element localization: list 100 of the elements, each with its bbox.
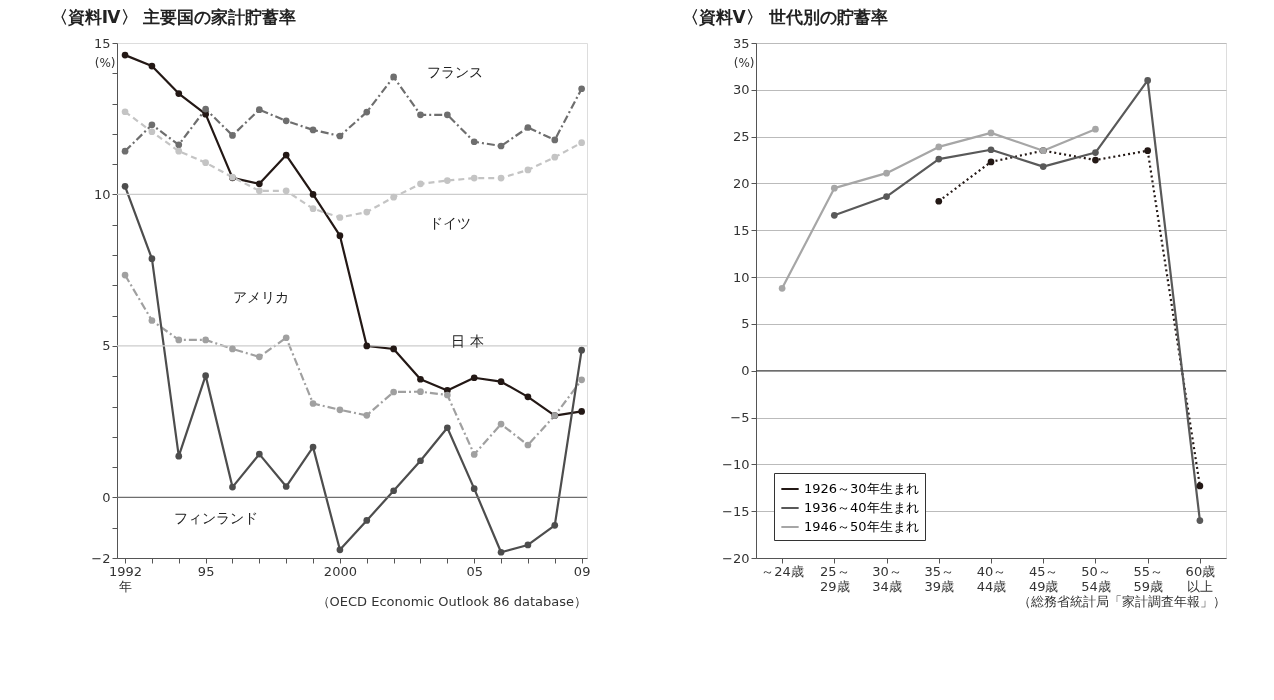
- point: [524, 393, 532, 401]
- point: [935, 143, 943, 151]
- point: [148, 255, 156, 263]
- point: [1092, 125, 1099, 133]
- point: [229, 483, 236, 491]
- x-tick-label: 45～49歳: [1028, 563, 1059, 594]
- point: [202, 105, 209, 113]
- x-tick-label: ～24歳: [761, 563, 804, 579]
- y-axis-title: (%): [94, 55, 116, 70]
- point: [282, 483, 290, 490]
- point: [121, 51, 129, 59]
- point: [202, 372, 209, 379]
- y-tick-label: 20: [732, 175, 750, 191]
- point: [282, 187, 290, 195]
- point: [229, 132, 236, 139]
- point: [202, 159, 209, 167]
- point: [390, 73, 397, 81]
- point: [443, 391, 451, 399]
- point: [551, 153, 559, 161]
- point: [470, 138, 478, 146]
- point: [336, 232, 344, 240]
- point: [524, 166, 532, 174]
- point: [578, 346, 585, 354]
- point: [417, 180, 424, 188]
- x-tick-label: 35～39歳: [924, 563, 955, 594]
- text: ドイツ: [429, 214, 472, 231]
- point: [309, 191, 317, 198]
- point: [336, 546, 344, 554]
- y-tick-label: 10: [732, 269, 750, 285]
- point: [443, 177, 451, 184]
- point: [202, 336, 209, 344]
- y-tick-label: 0: [102, 489, 111, 505]
- point: [524, 541, 532, 549]
- point: [1039, 163, 1047, 170]
- point: [255, 450, 263, 458]
- point: [470, 374, 478, 382]
- point: [883, 169, 890, 177]
- point: [935, 155, 943, 163]
- point: [551, 136, 559, 144]
- point: [443, 111, 451, 119]
- point: [417, 375, 424, 383]
- y-axis-title: (%): [733, 55, 755, 70]
- point: [830, 184, 838, 192]
- point: [578, 85, 585, 93]
- y-tick-label: 15: [732, 222, 750, 238]
- point: [336, 406, 344, 414]
- point: [390, 193, 397, 201]
- text: （OECD Economic Outlook 86 database）: [316, 594, 587, 609]
- chart-title: 〈資料Ⅳ〉 主要国の家計貯蓄率: [50, 7, 297, 27]
- point: [497, 420, 505, 428]
- point: [578, 139, 585, 147]
- point: [497, 142, 505, 150]
- point: [175, 147, 183, 155]
- point: [778, 284, 786, 292]
- y-tick-label: 10: [93, 186, 111, 202]
- y-tick-label: 30: [732, 82, 750, 98]
- point: [551, 521, 559, 529]
- y-tick-label: 35: [732, 35, 750, 51]
- point: [202, 110, 209, 118]
- point: [255, 180, 263, 188]
- point: [309, 205, 317, 213]
- point: [578, 376, 585, 384]
- y-tick-label: −10: [722, 456, 750, 472]
- point: [363, 411, 371, 419]
- x-tick-label: 25～29歳: [820, 563, 850, 594]
- y-tick-label: 5: [741, 316, 750, 332]
- chart-title: 〈資料Ⅴ〉 世代別の貯蓄率: [681, 7, 888, 27]
- point: [121, 147, 129, 155]
- x-tick-label: 40～44歳: [976, 563, 1007, 594]
- y-tick-label: 15: [93, 35, 111, 51]
- x-tick-label: 30～34歳: [872, 563, 902, 594]
- point: [282, 117, 290, 125]
- point: [524, 124, 532, 131]
- point: [336, 132, 344, 140]
- point: [255, 187, 263, 195]
- point: [1144, 147, 1152, 155]
- y-tick-label: 0: [741, 363, 750, 379]
- point: [987, 158, 995, 166]
- point: [497, 174, 505, 182]
- point: [497, 378, 505, 386]
- point: [470, 451, 478, 458]
- x-tick-label: 2000: [323, 563, 357, 579]
- point: [470, 174, 478, 182]
- point: [417, 388, 424, 396]
- point: [175, 452, 183, 460]
- x-tick-label: 05: [466, 563, 483, 579]
- point: [175, 336, 183, 344]
- point: [578, 408, 585, 415]
- text: アメリカ: [233, 288, 290, 305]
- point: [830, 211, 838, 219]
- point: [1196, 517, 1204, 524]
- point: [363, 208, 371, 216]
- point: [309, 400, 317, 407]
- point: [282, 334, 290, 342]
- series-label: 日 本: [451, 333, 484, 350]
- point: [390, 388, 397, 396]
- point: [935, 197, 943, 205]
- y-tick-label: 25: [732, 129, 750, 145]
- point: [417, 457, 424, 465]
- y-tick-label: −20: [722, 550, 750, 566]
